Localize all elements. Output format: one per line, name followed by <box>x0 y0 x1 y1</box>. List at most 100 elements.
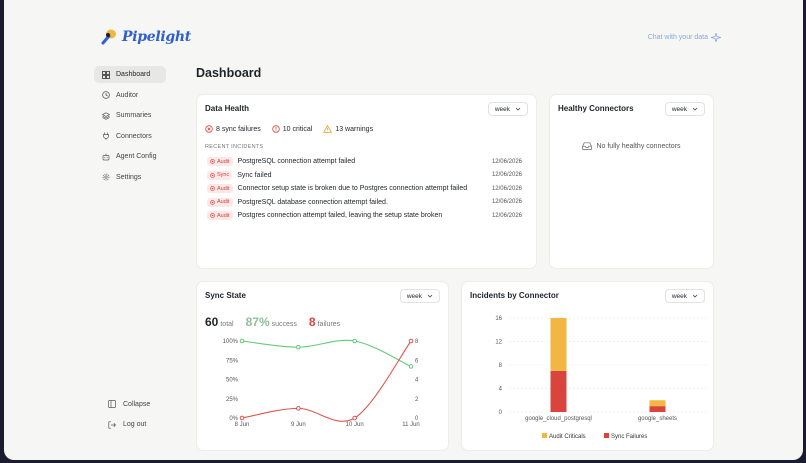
sync-state-chart: 0% 25% 50% 75% 100% 0 2 4 6 8 8 Jun 9 Jun 10 Jun 11 J… <box>223 338 420 428</box>
incident-date: 12/06/2026 <box>491 212 522 219</box>
incident-row[interactable]: Audit Connector setup state is broken due… <box>207 183 522 194</box>
alert-circle-icon <box>272 125 280 133</box>
collapse-icon <box>108 400 116 408</box>
failures-stat: 8 failures <box>309 315 340 329</box>
incident-type-badge: Audit <box>207 197 233 207</box>
sidebar-item-label: Settings <box>116 173 142 181</box>
inbox-icon <box>582 142 593 150</box>
period-value: week <box>406 292 422 300</box>
layers-icon <box>102 111 110 120</box>
sync-failures-stat: 8 sync failures <box>205 125 261 133</box>
period-select[interactable]: week <box>399 289 440 303</box>
data-point <box>296 406 301 411</box>
total-value: 60 <box>205 315 219 329</box>
incident-text: Connector setup state is broken due to P… <box>237 185 468 192</box>
data-health-card: Data Health week 8 sync failures 10 crit… <box>196 94 537 269</box>
y-left-tick-label: 0% <box>229 416 238 422</box>
sidebar-item-label: Agent Config <box>116 153 157 160</box>
data-point <box>352 415 357 421</box>
period-select[interactable]: week <box>664 102 705 116</box>
y-tick-label: 12 <box>495 340 502 346</box>
period-select[interactable]: week <box>664 289 705 303</box>
period-value: week <box>671 105 687 113</box>
x-tick-label: 11 Jun <box>402 422 420 428</box>
chat-link-label: Chat with your data <box>647 34 708 41</box>
app-window: Pipelight Chat with your data Dashboard … <box>4 0 803 460</box>
x-circle-icon <box>210 159 215 164</box>
incident-date: 12/06/2026 <box>491 199 522 205</box>
sidebar-item-settings[interactable]: Settings <box>94 169 166 186</box>
x-tick-label: 9 Jun <box>291 422 306 428</box>
x-tick-label: 10 Jun <box>346 422 364 428</box>
x-tick-label: google_cloud_postgresql <box>525 416 592 422</box>
sidebar-item-connectors[interactable]: Connectors <box>94 128 166 145</box>
y-left-tick-label: 100% <box>223 339 239 345</box>
app-logo[interactable]: Pipelight <box>100 28 191 46</box>
bar-segment <box>649 400 666 407</box>
data-point <box>239 338 245 344</box>
series-line <box>241 340 412 422</box>
sidebar-item-label: Dashboard <box>116 71 151 78</box>
incident-row[interactable]: Audit PostgreSQL connection attempt faile… <box>207 156 522 167</box>
sidebar-item-summaries[interactable]: Summaries <box>94 107 166 124</box>
chevron-down-icon <box>515 107 521 111</box>
bar-segment <box>649 406 666 412</box>
sync-failures-text: 8 sync failures <box>216 125 261 133</box>
card-title: Data Health <box>205 104 250 113</box>
chevron-down-icon <box>692 294 698 298</box>
chat-with-data-link[interactable]: Chat with your data <box>648 33 721 42</box>
card-title: Healthy Connectors <box>558 104 634 113</box>
warnings-text: 13 warnings <box>335 125 374 133</box>
incident-type: Audit <box>217 185 230 192</box>
data-point <box>408 364 414 369</box>
y-right-tick-label: 4 <box>415 378 419 384</box>
critical-stat: 10 critical <box>272 125 313 133</box>
sidebar-item-dashboard[interactable]: Dashboard <box>94 66 166 83</box>
incident-type-badge: Sync <box>207 170 233 180</box>
sidebar-item-agent-config[interactable]: Agent Config <box>94 148 166 165</box>
period-value: week <box>494 105 510 113</box>
plug-icon <box>103 132 109 140</box>
incident-date: 12/06/2026 <box>491 172 522 178</box>
legend-label: Sync Failures <box>611 434 647 440</box>
x-tick-label: google_sheets <box>638 416 677 422</box>
total-label: total <box>220 321 234 328</box>
incident-row[interactable]: Audit PostgreSQL database connection atte… <box>207 197 522 208</box>
collapse-button[interactable]: Collapse <box>108 397 150 411</box>
sidebar-nav: Dashboard Auditor Summaries Connectors A… <box>94 66 166 189</box>
y-right-tick-label: 8 <box>415 339 419 345</box>
incident-row[interactable]: Audit Postgres connection attempt failed,… <box>207 210 522 221</box>
incidents-by-connector-card: Incidents by Connector week 0 4 8 12 16 googl… <box>461 281 714 451</box>
data-point <box>296 344 301 350</box>
sync-state-card: Sync State week 60 total 87% success 8 fail… <box>196 281 449 451</box>
incident-text: Sync failed <box>237 171 272 179</box>
card-title: Sync State <box>205 291 246 300</box>
y-left-tick-label: 50% <box>226 378 239 384</box>
sidebar-item-auditor[interactable]: Auditor <box>94 87 166 104</box>
period-select[interactable]: week <box>487 102 528 116</box>
incident-row[interactable]: Sync Sync failed 12/06/2026 <box>207 170 522 181</box>
incident-text: PostgreSQL database connection attempt f… <box>237 198 388 206</box>
sidebar-item-label: Connectors <box>116 132 152 140</box>
x-circle-icon <box>210 213 215 218</box>
sidebar-bottom: Collapse Log out <box>108 397 150 438</box>
logout-button[interactable]: Log out <box>108 418 150 432</box>
logout-label: Log out <box>123 421 147 428</box>
incident-type-badge: Audit <box>207 157 233 166</box>
period-value: week <box>671 292 687 300</box>
sparkle-icon <box>711 33 721 42</box>
legend-swatch <box>542 433 547 438</box>
incident-text: Postgres connection attempt failed, leav… <box>237 212 443 219</box>
failures-label: failures <box>317 321 341 328</box>
critical-text: 10 critical <box>282 125 313 133</box>
incident-type: Audit <box>217 199 230 205</box>
dashboard-icon <box>102 70 110 79</box>
y-right-tick-label: 6 <box>415 358 419 364</box>
empty-state-text: No fully healthy connectors <box>596 142 681 150</box>
data-point <box>352 338 357 344</box>
health-summary: 8 sync failures 10 critical 13 warnings <box>205 125 373 133</box>
healthy-connectors-card: Healthy Connectors week No fully healthy… <box>549 94 714 269</box>
y-tick-label: 8 <box>499 363 503 369</box>
recent-incidents-label: RECENT INCIDENTS <box>205 144 264 150</box>
y-right-tick-label: 2 <box>415 397 419 403</box>
